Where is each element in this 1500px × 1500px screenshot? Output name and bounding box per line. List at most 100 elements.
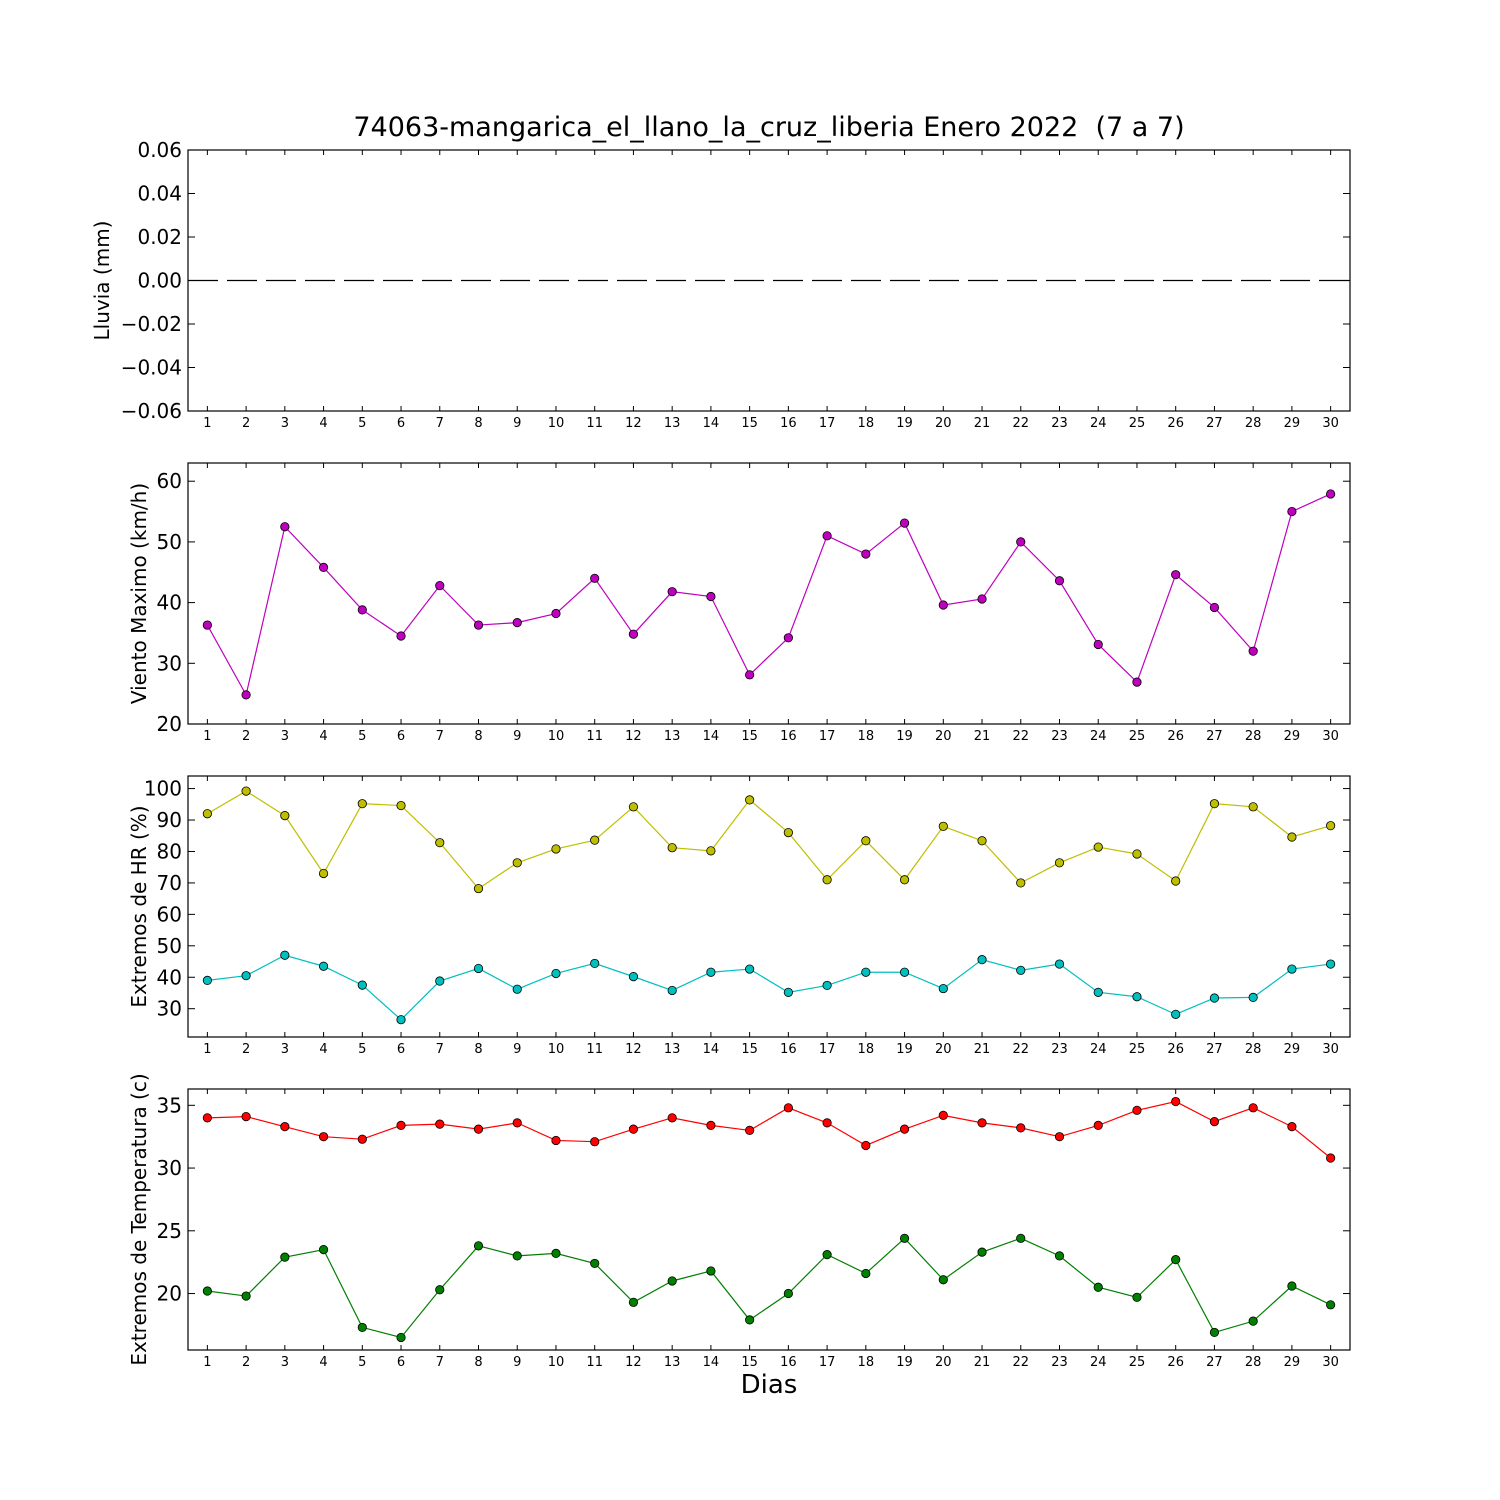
series-1 [202,489,1336,700]
x-tick-label: 25 [1129,1355,1146,1370]
x-tick-label: 13 [664,1355,681,1370]
data-point [938,1110,948,1120]
data-point [1287,1122,1297,1132]
x-tick-label: 14 [703,416,720,431]
x-tick-label: 16 [780,416,797,431]
data-point [1326,1300,1336,1310]
data-point [1209,1327,1220,1338]
data-point [861,549,871,559]
data-point [435,976,445,986]
data-point [667,985,677,996]
x-tick-label: 17 [819,416,836,431]
data-point [1287,964,1297,974]
data-point [1093,1282,1103,1292]
data-point [861,836,871,846]
y-tick-label: 0.00 [137,269,182,293]
x-tick-label: 30 [1322,416,1339,431]
x-tick-label: 19 [896,1042,913,1057]
x-tick-label: 20 [935,1355,952,1370]
y-tick-label: 40 [157,591,182,615]
data-point [1054,959,1065,969]
x-tick-label: 3 [281,729,289,744]
data-point [202,620,212,630]
data-point [318,1132,329,1142]
series-line [206,493,1331,697]
data-point [745,1315,755,1325]
series-line [207,954,1331,1021]
x-tick-label: 25 [1129,729,1146,744]
series-line [207,1100,1332,1159]
subplot-2: 1 2 3 4 5 6 7 8 9 10 11 12 13 14 15 16 17 18 19 20 21 22 23 24 2… [127,462,1351,744]
x-tick-label: 9 [513,1355,521,1370]
data-point [667,1113,677,1123]
data-point [745,670,755,680]
data-point [706,1120,716,1130]
data-point [1248,992,1258,1002]
x-tick-label: 16 [780,1355,797,1370]
data-point [1171,1096,1181,1107]
x-tick-label: 14 [703,1042,720,1057]
x-tick-label: 10 [548,416,565,431]
y-axis-label: Viento Maximo (km/h) [127,483,151,704]
data-point [861,1140,871,1151]
data-point [551,608,561,619]
data-point [1132,992,1142,1002]
data-point [202,1286,212,1296]
data-point [318,1245,329,1255]
x-tick-label: 1 [203,416,211,431]
x-tick-label: 21 [974,1042,991,1057]
data-point [280,1122,290,1132]
x-tick-label: 28 [1245,729,1262,744]
x-tick-label: 20 [935,1042,952,1057]
series-1 [202,786,1336,894]
data-point [1248,802,1258,812]
x-tick-label: 9 [513,729,521,744]
data-point [1132,1105,1142,1115]
data-point [241,786,251,796]
data-point [590,1137,600,1147]
data-point [241,1112,251,1122]
x-tick-label: 30 [1322,1355,1339,1370]
x-tick-label: 20 [935,729,952,744]
data-point [1016,1123,1026,1133]
data-point [1171,570,1181,580]
data-point [590,573,600,583]
data-point [899,967,910,977]
x-tick-label: 2 [242,729,250,744]
data-point [512,1118,522,1128]
data-point [1209,1117,1220,1127]
data-point [1287,832,1297,842]
series-2 [202,1233,1336,1343]
x-tick-label: 11 [586,416,603,431]
x-tick-label: 11 [586,1042,603,1057]
x-tick-label: 23 [1051,729,1068,744]
data-point [435,1119,445,1129]
plot-frame [187,462,1351,725]
data-point [899,518,910,528]
data-point [551,844,561,854]
data-point [590,958,600,969]
x-tick-label: 13 [664,416,681,431]
series-1 [202,1096,1336,1163]
data-point [628,972,639,982]
y-tick-label: 40 [157,965,182,989]
data-point [1171,1009,1181,1019]
x-tick-label: 24 [1090,1042,1107,1057]
x-tick-label: 6 [397,729,405,744]
x-tick-label: 15 [741,1355,758,1370]
x-tick-label: 20 [935,416,952,431]
data-point [1016,537,1026,547]
y-tick-label: 20 [157,1282,182,1306]
x-tick-label: 15 [741,416,758,431]
data-point [435,1285,445,1295]
data-point [1326,489,1336,499]
data-point [512,858,522,868]
data-point [357,1322,367,1333]
y-tick-label: −0.02 [121,312,182,336]
x-tick-label: 26 [1167,729,1184,744]
data-point [822,875,832,885]
data-point [938,821,948,831]
data-point [977,594,987,604]
x-tick-label: 2 [242,1355,250,1370]
y-tick-label: −0.04 [121,356,182,380]
